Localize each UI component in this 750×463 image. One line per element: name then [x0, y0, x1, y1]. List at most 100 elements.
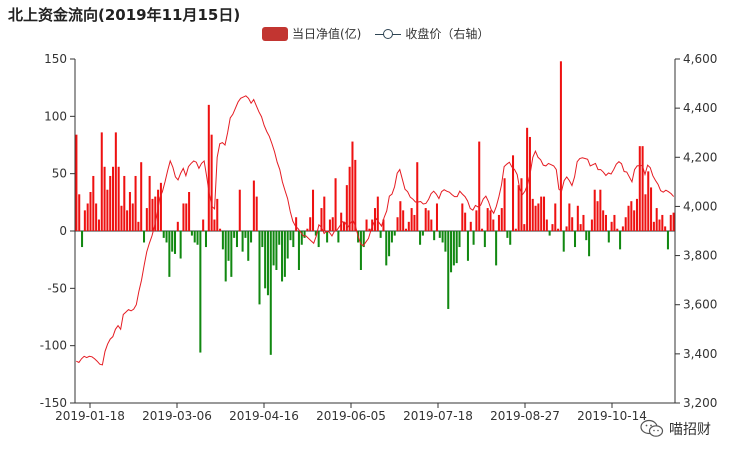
bar	[371, 219, 374, 231]
bar	[616, 228, 619, 231]
bar	[376, 196, 379, 231]
bar	[537, 203, 540, 231]
bar	[607, 231, 610, 243]
bar	[407, 221, 410, 231]
y-right-tick-label: 4,000	[683, 199, 717, 213]
bar	[326, 231, 329, 243]
bar	[576, 205, 579, 231]
bar	[489, 210, 492, 231]
legend-item-bar[interactable]: 当日净值(亿)	[262, 25, 361, 42]
bar	[337, 231, 340, 243]
y-left-tick-label: 50	[52, 167, 67, 181]
bar	[340, 212, 343, 231]
bar	[641, 146, 644, 231]
bar	[551, 224, 554, 231]
bar	[585, 231, 588, 241]
bar	[151, 198, 154, 231]
bar	[433, 231, 436, 241]
bar	[173, 231, 177, 254]
bar	[602, 210, 605, 231]
bar	[596, 201, 599, 231]
bar	[506, 231, 509, 238]
bar	[413, 214, 416, 231]
bar	[514, 228, 517, 231]
bar	[188, 192, 191, 231]
bar	[190, 231, 193, 236]
bar	[159, 182, 162, 231]
bar	[235, 231, 238, 248]
bar	[224, 231, 227, 282]
bar	[97, 219, 100, 231]
bar	[393, 231, 396, 236]
x-tick-label: 2019-04-16	[229, 409, 299, 423]
bar	[593, 189, 596, 231]
bar	[140, 162, 143, 231]
bar	[312, 189, 315, 231]
bar	[469, 221, 472, 231]
bar	[565, 226, 568, 231]
bar	[362, 231, 365, 248]
bar	[633, 210, 636, 231]
y-left-tick-label: 150	[44, 52, 67, 66]
bar	[269, 231, 272, 355]
bar	[295, 217, 298, 231]
bar	[266, 231, 269, 296]
bar	[128, 192, 131, 231]
bar	[517, 185, 520, 231]
x-tick-label: 2019-06-05	[316, 409, 386, 423]
bar	[458, 231, 461, 248]
bar	[148, 175, 151, 231]
bar	[590, 219, 593, 231]
bar	[216, 198, 219, 231]
bar	[666, 231, 669, 250]
bar	[464, 212, 467, 231]
legend-bar-swatch	[262, 26, 288, 41]
bar	[131, 203, 134, 231]
bar	[196, 231, 199, 245]
bar	[540, 196, 543, 231]
bar	[219, 228, 222, 231]
bar	[416, 162, 419, 231]
bar	[137, 221, 140, 231]
bar	[323, 196, 326, 231]
y-left-tick-label: 100	[44, 109, 67, 123]
bar	[247, 231, 250, 261]
bar	[255, 196, 258, 231]
bar	[165, 231, 168, 243]
bar	[317, 231, 320, 248]
bar	[495, 231, 498, 266]
bar	[86, 203, 89, 231]
y-left-tick-label: -100	[40, 339, 67, 353]
bar	[244, 231, 247, 238]
bar	[114, 132, 117, 231]
bar	[275, 231, 278, 270]
bar	[481, 228, 484, 231]
bar	[512, 155, 515, 231]
bar	[545, 219, 548, 231]
bar	[230, 231, 233, 277]
bar	[559, 61, 562, 231]
bar	[120, 205, 123, 231]
bar	[343, 221, 346, 231]
x-tick-label: 2019-10-14	[577, 409, 647, 423]
bar	[500, 208, 503, 231]
bar	[427, 210, 430, 231]
bar	[154, 196, 157, 231]
bar	[95, 203, 98, 231]
bar	[430, 219, 433, 231]
bar	[171, 231, 174, 252]
bar	[292, 231, 295, 248]
bar	[373, 208, 377, 231]
bar	[419, 231, 422, 245]
legend-item-line[interactable]: 收盘价（右轴）	[375, 25, 489, 42]
bar	[272, 231, 275, 266]
bar	[92, 175, 95, 231]
bar	[579, 224, 582, 231]
bar	[289, 231, 292, 241]
watermark: 喵招财	[640, 419, 711, 439]
bar	[520, 178, 523, 231]
bar	[562, 231, 565, 252]
bar	[213, 219, 216, 231]
bar	[655, 208, 658, 231]
